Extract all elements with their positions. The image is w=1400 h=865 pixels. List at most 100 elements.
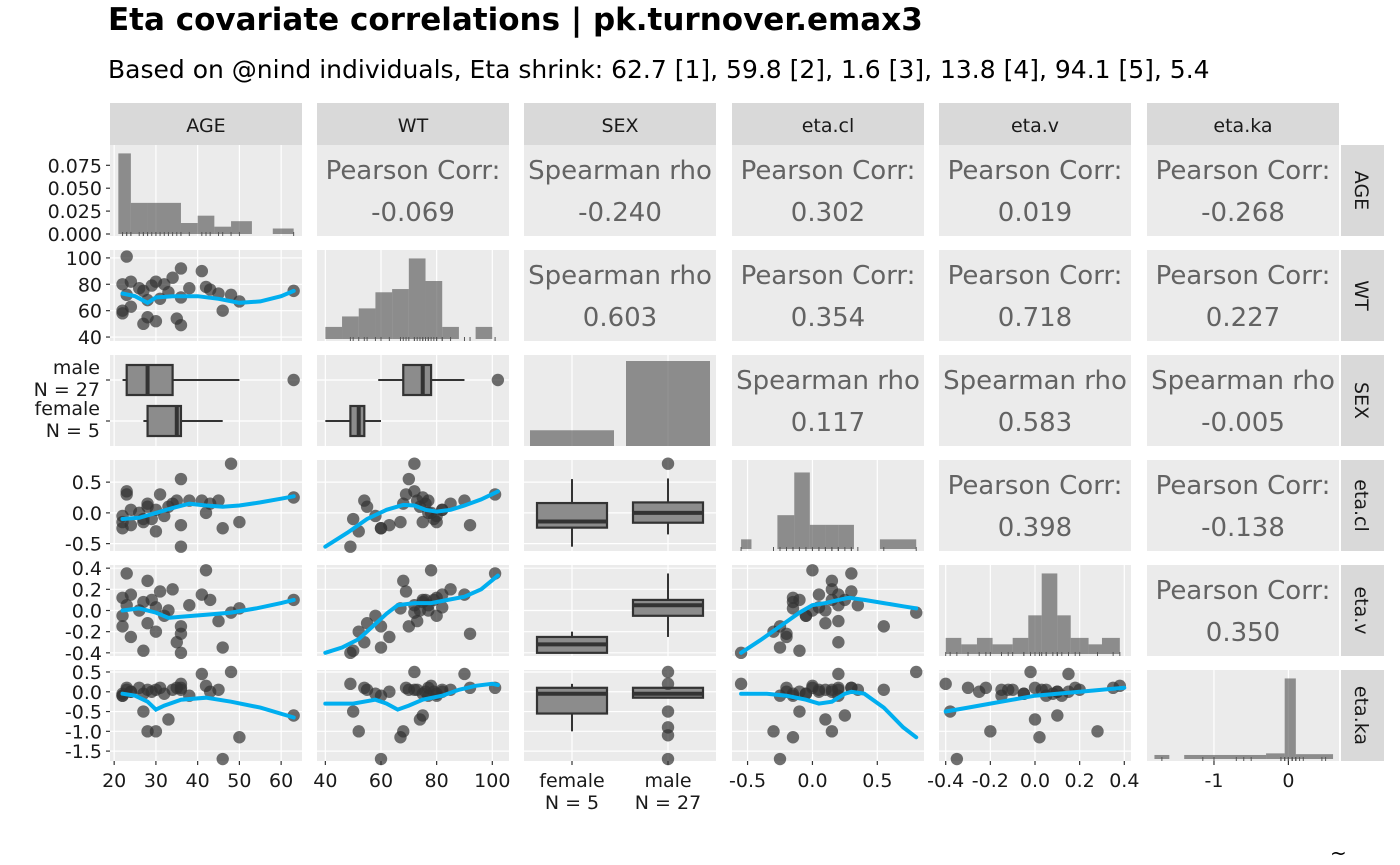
x-tick-label: 0.0 bbox=[1020, 770, 1050, 792]
scatter-point bbox=[124, 300, 138, 313]
scatter-point bbox=[224, 665, 238, 679]
correlation-value: 0.019 bbox=[998, 198, 1072, 228]
scatter-point bbox=[444, 583, 457, 596]
x-tick-label: N = 5 bbox=[545, 792, 599, 814]
boxplot-outlier bbox=[661, 729, 675, 742]
boxplot-outlier bbox=[287, 373, 300, 387]
panel-WT-eta.ka bbox=[1147, 250, 1339, 341]
y-tick-label: 0.050 bbox=[48, 178, 102, 200]
x-tick-label: 20 bbox=[102, 770, 126, 792]
scatter-point bbox=[383, 685, 396, 698]
histogram-bar bbox=[1184, 754, 1267, 759]
smooth-line bbox=[120, 494, 296, 521]
scatter-point bbox=[793, 593, 806, 607]
x-tick-label: 100 bbox=[474, 770, 510, 792]
panel-eta.cl-eta.v bbox=[939, 460, 1131, 551]
boxplot-outlier bbox=[661, 705, 675, 718]
column-strip-eta.cl bbox=[732, 103, 924, 145]
scatter-point bbox=[416, 515, 429, 529]
correlation-value: 0.117 bbox=[791, 408, 865, 438]
scatter-point bbox=[124, 588, 138, 601]
scatter-point bbox=[1062, 667, 1075, 681]
histogram-bar bbox=[358, 308, 376, 339]
y-tick-label: N = 5 bbox=[46, 420, 100, 442]
x-tick-label: 40 bbox=[313, 770, 337, 792]
scatter-point bbox=[141, 616, 154, 630]
row-strip-label: eta.v bbox=[1350, 586, 1372, 634]
scatter-point bbox=[358, 681, 371, 695]
correlation-value: 0.398 bbox=[998, 513, 1072, 543]
scatter-point bbox=[149, 625, 163, 638]
scatter-point bbox=[812, 588, 826, 601]
column-strip-label: WT bbox=[398, 115, 429, 137]
scatter-point bbox=[793, 705, 806, 718]
boxplot-box bbox=[535, 501, 609, 529]
histogram-bar bbox=[392, 289, 409, 339]
scatter-point bbox=[877, 683, 890, 696]
scatter-point bbox=[383, 630, 396, 644]
histogram-bar bbox=[961, 644, 977, 654]
scatter-point bbox=[819, 604, 832, 617]
x-tick-label: 0.0 bbox=[797, 770, 827, 792]
correlation-method-label: Pearson Corr: bbox=[948, 156, 1123, 186]
boxplot-outlier bbox=[661, 677, 675, 691]
scatter-point bbox=[149, 525, 163, 538]
scatter-point bbox=[786, 731, 800, 744]
scatter-point bbox=[910, 665, 923, 679]
scatter-point bbox=[838, 709, 852, 722]
scatter-point bbox=[961, 681, 975, 695]
row-strip-label: SEX bbox=[1350, 382, 1372, 419]
scatter-point bbox=[399, 488, 413, 501]
y-tick-label: 0.075 bbox=[48, 155, 102, 177]
scatter-point bbox=[166, 583, 179, 596]
correlation-method-label: Spearman rho bbox=[736, 366, 920, 396]
y-tick-label: 0.5 bbox=[72, 472, 102, 494]
scatter-point bbox=[120, 250, 133, 263]
scatter-point bbox=[1091, 725, 1104, 738]
scatter-point bbox=[806, 679, 819, 693]
x-tick-label: 30 bbox=[144, 770, 168, 792]
correlation-value: 0.718 bbox=[998, 303, 1072, 333]
corner-mark: ~ bbox=[1330, 841, 1347, 865]
correlation-value: 0.583 bbox=[998, 408, 1072, 438]
scatter-point bbox=[845, 585, 858, 598]
histogram-bar bbox=[1028, 615, 1042, 654]
scatter-point bbox=[149, 315, 163, 328]
scatter-point bbox=[120, 488, 133, 501]
scatter-point bbox=[374, 522, 388, 535]
correlation-value: 0.350 bbox=[1206, 618, 1280, 648]
scatter-point bbox=[216, 752, 229, 766]
smooth-line bbox=[739, 595, 919, 655]
y-tick-label: male bbox=[53, 357, 100, 379]
scatter-point bbox=[149, 725, 163, 738]
scatter-point bbox=[141, 574, 154, 588]
scatter-point bbox=[170, 636, 183, 649]
bar-male bbox=[626, 361, 710, 446]
column-strip-SEX bbox=[524, 103, 716, 145]
scatter-point bbox=[793, 644, 806, 657]
correlation-value: 0.603 bbox=[583, 303, 657, 333]
scatter-point bbox=[233, 515, 246, 529]
y-tick-label: -1.5 bbox=[65, 741, 102, 763]
smooth-line bbox=[120, 691, 296, 720]
scatter-point bbox=[174, 646, 188, 660]
scatter-point bbox=[174, 262, 188, 275]
histogram-bar bbox=[1266, 753, 1285, 759]
scatter-point bbox=[1033, 731, 1046, 744]
scatter-point bbox=[939, 677, 952, 691]
scatter-point bbox=[767, 725, 780, 738]
y-tick-label: -0.4 bbox=[65, 643, 102, 665]
panel-AGE-eta.ka bbox=[1147, 145, 1339, 236]
y-tick-label: 100 bbox=[66, 248, 102, 270]
histogram-bar bbox=[442, 326, 459, 339]
scatter-point bbox=[825, 725, 839, 738]
scatter-point bbox=[162, 604, 175, 617]
boxplot-box bbox=[535, 686, 609, 715]
scatter-point bbox=[950, 752, 964, 766]
scatter-point bbox=[116, 620, 129, 633]
scatter-point bbox=[170, 494, 183, 507]
scatter-point bbox=[832, 681, 845, 695]
scatter-point bbox=[773, 752, 787, 766]
y-tick-label: 0.0 bbox=[72, 503, 102, 525]
scatter-point bbox=[344, 540, 357, 553]
